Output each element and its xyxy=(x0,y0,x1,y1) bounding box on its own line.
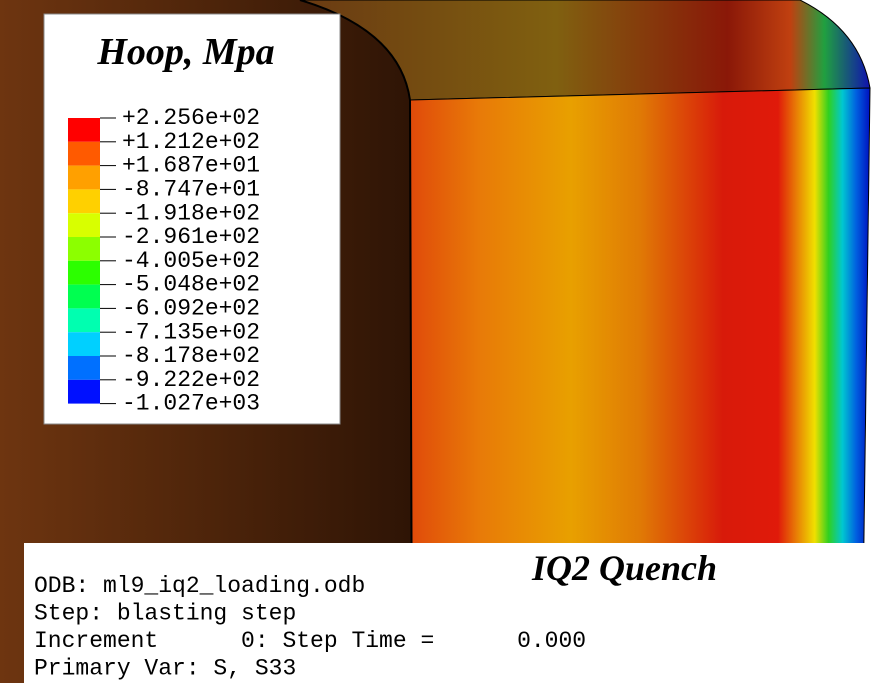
colorbar-band xyxy=(68,189,100,214)
legend-label: +1.212e+02 xyxy=(122,129,260,155)
colorbar-band xyxy=(68,165,100,190)
colorbar-band xyxy=(68,213,100,237)
legend-title: Hoop, Mpa xyxy=(96,31,274,73)
legend-label: -6.092e+02 xyxy=(122,295,260,321)
colorbar-band xyxy=(68,260,100,285)
colorbar-band xyxy=(68,379,100,404)
colorbar-band xyxy=(68,284,100,309)
legend-label: -1.918e+02 xyxy=(122,200,260,226)
legend-label: -7.135e+02 xyxy=(122,319,260,345)
legend-label: -8.747e+01 xyxy=(122,176,260,202)
info-line: Primary Var: S, S33 xyxy=(34,656,296,682)
colorbar-band xyxy=(68,141,100,166)
colorbar-band xyxy=(68,356,100,380)
colorbar-band xyxy=(68,237,100,261)
info-panel xyxy=(24,543,874,683)
boundary xyxy=(299,0,413,683)
legend-label: -4.005e+02 xyxy=(122,248,260,274)
legend-label: +1.687e+01 xyxy=(122,153,260,179)
colorbar xyxy=(68,117,116,405)
legend-label: -2.961e+02 xyxy=(122,224,260,250)
annotation: IQ2 Quench xyxy=(531,548,717,588)
legend-label: -8.178e+02 xyxy=(122,343,260,369)
info-line: ODB: ml9_iq2_loading.odb xyxy=(34,573,365,599)
legend-labels: +2.256e+02+1.212e+02+1.687e+01-8.747e+01… xyxy=(122,105,260,417)
info-line: Step: blasting step xyxy=(34,601,296,627)
legend-label: -9.222e+02 xyxy=(122,367,260,393)
legend-label: +2.256e+02 xyxy=(122,105,260,131)
info-line: Increment 0: Step Time = 0.000 xyxy=(34,628,586,654)
colorbar-band xyxy=(68,118,100,142)
legend-label: -5.048e+02 xyxy=(122,272,260,298)
colorbar-band xyxy=(68,308,100,333)
legend-label: -1.027e+03 xyxy=(122,391,260,417)
colorbar-band xyxy=(68,332,100,356)
